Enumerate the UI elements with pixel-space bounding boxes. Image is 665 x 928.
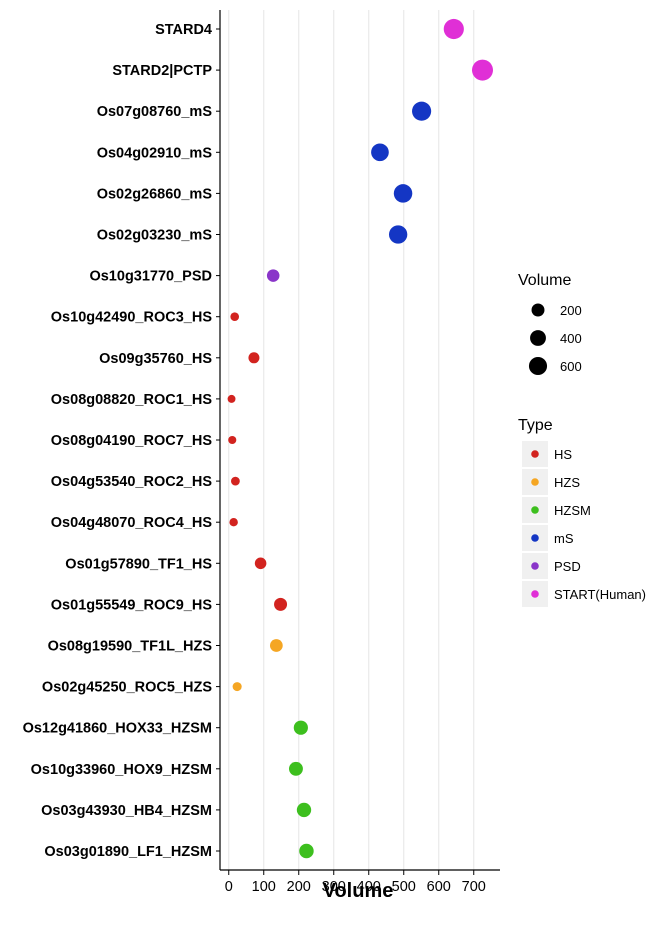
size-legend-label: 200 [560, 303, 582, 318]
y-category-label: STARD4 [155, 22, 212, 38]
data-point [229, 517, 238, 527]
y-category-label: Os04g48070_ROC4_HS [51, 515, 213, 531]
type-legend-label: HZS [554, 475, 580, 490]
data-point [228, 435, 237, 445]
size-legend-key [530, 330, 546, 346]
y-category-label: Os03g01890_LF1_HZSM [44, 844, 212, 860]
data-point [230, 312, 240, 322]
data-point [227, 394, 236, 403]
data-points [227, 18, 493, 859]
type-legend-key [531, 450, 539, 458]
y-category-label: Os08g04190_ROC7_HS [51, 433, 213, 449]
type-legend-key [531, 590, 539, 598]
y-category-label: Os10g31770_PSD [89, 269, 212, 285]
data-point [231, 476, 240, 486]
data-point [274, 597, 288, 611]
type-legend-key [531, 506, 539, 514]
data-point [443, 18, 464, 40]
y-category-label: Os08g19590_TF1L_HZS [48, 639, 213, 655]
y-category-label: Os04g02910_mS [97, 145, 213, 161]
y-category-label: Os04g53540_ROC2_HS [51, 474, 213, 490]
x-tick-label: 200 [287, 879, 311, 895]
data-point [266, 269, 280, 282]
y-category-label: Os02g26860_mS [97, 186, 213, 202]
data-point [412, 101, 432, 121]
y-category-label: Os02g45250_ROC5_HZS [42, 680, 212, 696]
data-point [269, 639, 283, 652]
size-legend-key [531, 303, 545, 317]
data-point [248, 352, 260, 364]
data-point [288, 761, 303, 776]
y-category-label: Os07g08760_mS [97, 104, 213, 120]
data-point [371, 143, 389, 162]
size-legend-key [528, 356, 548, 376]
size-legend-title: Volume [518, 272, 571, 289]
type-legend-label: mS [554, 531, 574, 546]
type-legend-key [531, 562, 539, 570]
x-tick-label: 100 [252, 879, 276, 895]
type-legend-label: HZSM [554, 503, 591, 518]
y-category-label: Os09g35760_HS [99, 351, 212, 367]
y-category-label: Os01g57890_TF1_HS [65, 556, 212, 572]
y-category-label: Os12g41860_HOX33_HZSM [23, 721, 212, 737]
data-point [299, 843, 314, 859]
type-legend-key [531, 534, 539, 542]
x-tick-label: 500 [392, 879, 416, 895]
gridlines [228, 10, 475, 870]
type-legend-key [531, 478, 539, 486]
x-tick-label: 600 [427, 879, 451, 895]
x-axis-title: Volume [323, 880, 394, 902]
x-tick-label: 0 [225, 879, 233, 895]
y-category-label: Os02g03230_mS [97, 228, 213, 244]
data-point [293, 720, 308, 735]
y-category-label: Os10g33960_HOX9_HZSM [31, 762, 212, 778]
x-tick-label: 400 [357, 879, 381, 895]
y-category-label: Os03g43930_HB4_HZSM [41, 803, 212, 819]
data-point [472, 59, 493, 81]
type-legend-label: START(Human) [554, 587, 646, 602]
data-point [296, 802, 312, 818]
y-category-label: STARD2|PCTP [112, 63, 212, 79]
x-tick-label: 300 [322, 879, 346, 895]
y-category-label: Os10g42490_ROC3_HS [51, 310, 213, 326]
type-legend-title: Type [518, 417, 553, 434]
size-legend-label: 400 [560, 331, 582, 346]
axes: 0 100 200 300 400 500 600 700 STARD4 STARD2|PCTP O… [23, 10, 500, 895]
data-point [254, 557, 267, 570]
type-legend-label: HS [554, 447, 572, 462]
type-legend-label: PSD [554, 559, 581, 574]
size-legend-label: 600 [560, 359, 582, 374]
x-tick-label: 700 [462, 879, 486, 895]
data-point [393, 184, 413, 203]
data-point [232, 682, 242, 692]
y-category-label: Os01g55549_ROC9_HS [51, 597, 213, 613]
data-point [388, 225, 408, 244]
y-category-label: Os08g08820_ROC1_HS [51, 392, 213, 408]
